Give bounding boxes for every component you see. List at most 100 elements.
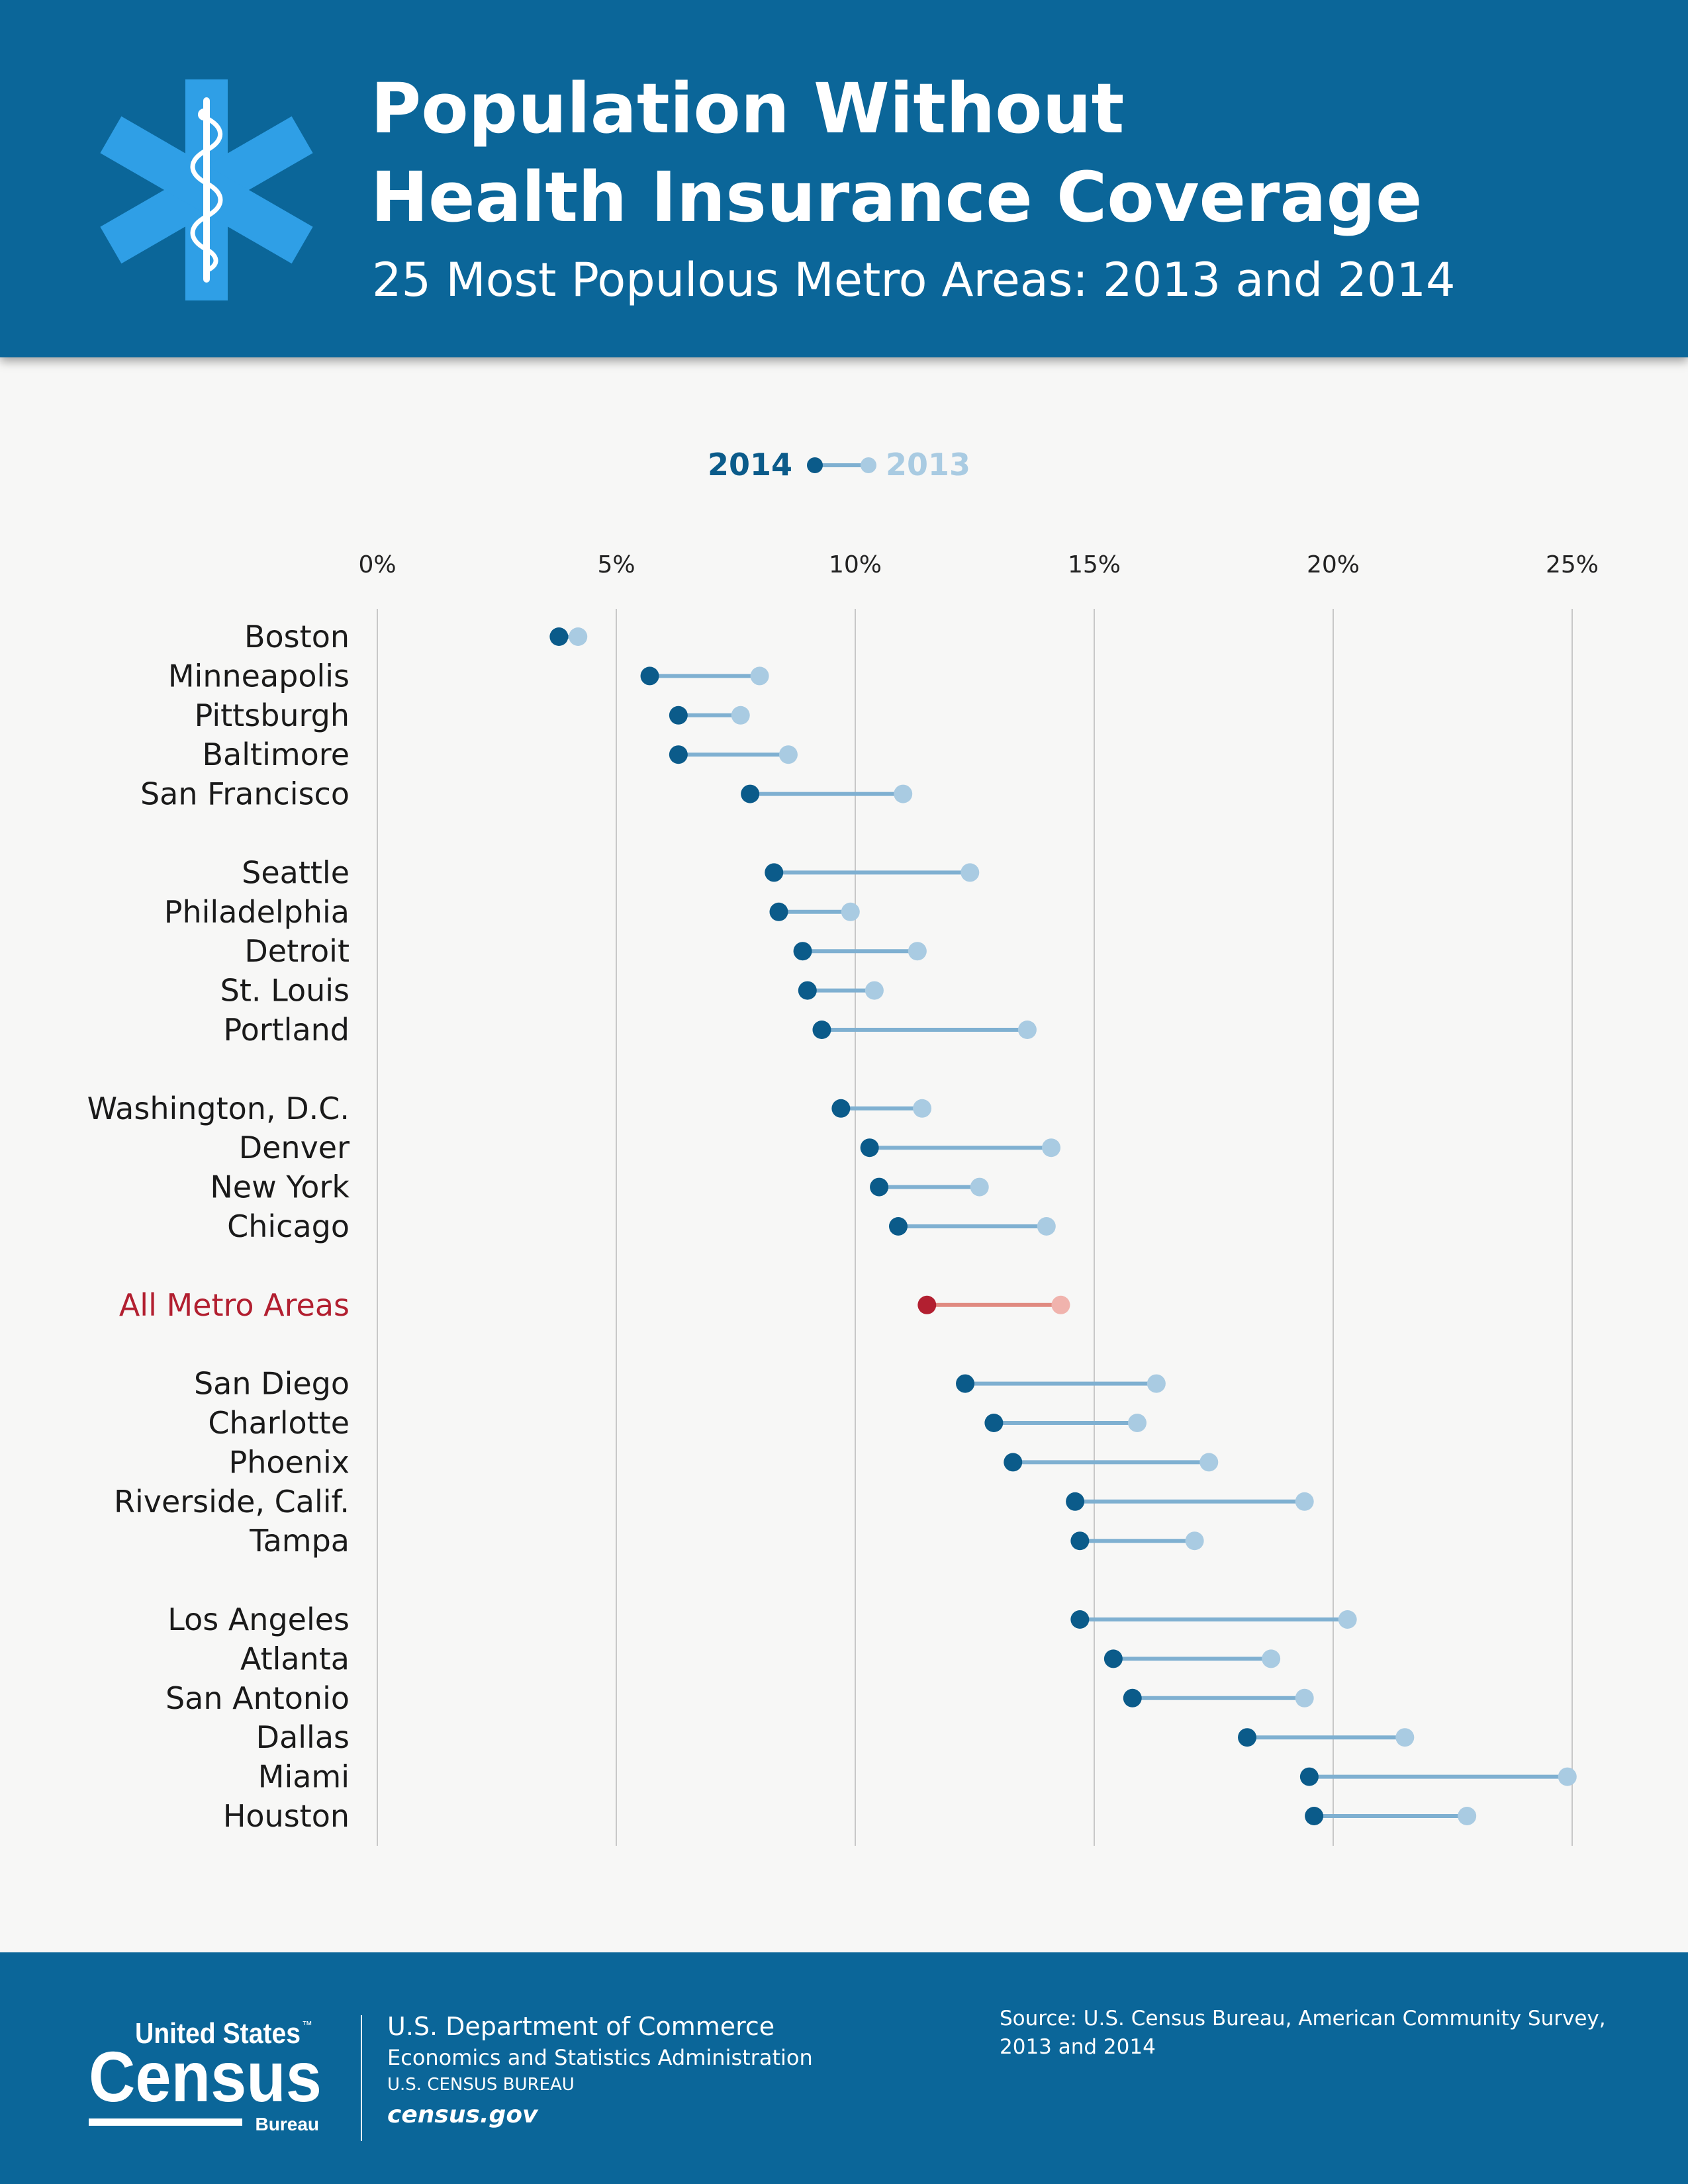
dot-2013 <box>894 784 913 803</box>
dot-2013 <box>1051 1295 1070 1314</box>
category-label: Miami <box>258 1759 350 1795</box>
census-bureau-logo[interactable]: United States ™ Census Bureau <box>86 2009 331 2141</box>
dot-2014 <box>1103 1649 1123 1668</box>
metro-row: Detroit <box>244 933 927 969</box>
dot-2014 <box>1070 1531 1090 1551</box>
dot-2014 <box>640 666 659 686</box>
logo-bureau: Bureau <box>256 2114 319 2134</box>
department-name: U.S. Department of Commerce <box>387 2012 775 2041</box>
dot-2013 <box>1147 1374 1166 1393</box>
category-label: Baltimore <box>203 737 350 772</box>
metro-row: Riverside, Calif. <box>114 1484 1314 1520</box>
gridlines <box>377 609 1573 1846</box>
page-subtitle: 25 Most Populous Metro Areas: 2013 and 2… <box>372 253 1456 307</box>
dot-2013 <box>1338 1610 1357 1629</box>
category-label: Minneapolis <box>168 658 350 694</box>
dot-2014 <box>669 705 688 725</box>
highlight-row: All Metro Areas <box>119 1287 1070 1323</box>
metro-row: Charlotte <box>208 1405 1147 1441</box>
x-tick-label: 25% <box>1546 551 1599 578</box>
dot-2013 <box>1185 1531 1204 1551</box>
category-label: Seattle <box>242 854 350 890</box>
metro-row: San Antonio <box>165 1680 1314 1716</box>
dot-2014 <box>1299 1767 1319 1786</box>
logo-united-states: United States <box>135 2017 301 2050</box>
dumbbell-chart: 2014 2013 0% 5% 10% 15% 20% 25% BostonMinneap… <box>87 447 1599 1846</box>
bureau-name: U.S. CENSUS BUREAU <box>387 2075 575 2095</box>
metro-row: Baltimore <box>203 737 798 772</box>
page-title-line-1: Population Without <box>371 68 1125 149</box>
footer: United States ™ Census Bureau U.S. Depar… <box>0 1952 1688 2184</box>
metro-row: Pittsburgh <box>195 698 750 733</box>
metro-row: Portland <box>223 1012 1037 1048</box>
metro-row: Houston <box>223 1798 1477 1834</box>
dot-2014 <box>831 1099 851 1118</box>
metro-row: Dallas <box>256 1719 1415 1755</box>
dot-2013 <box>908 942 927 961</box>
category-label: Washington, D.C. <box>87 1091 350 1126</box>
dot-2013 <box>1037 1217 1056 1236</box>
dot-2013 <box>731 705 750 725</box>
x-tick-label: 0% <box>358 551 396 578</box>
source-note-line-2: 2013 and 2014 <box>1000 2035 1156 2059</box>
x-tick-label: 5% <box>597 551 635 578</box>
category-label: Tampa <box>249 1523 350 1559</box>
dot-2014 <box>888 1217 908 1236</box>
category-label: Houston <box>223 1798 350 1834</box>
metro-row: Boston <box>244 619 588 655</box>
legend: 2014 2013 <box>708 447 970 482</box>
category-label: St. Louis <box>220 973 350 1009</box>
category-label: Boston <box>244 619 350 655</box>
dot-2013 <box>961 863 980 882</box>
census-gov-link[interactable]: census.gov <box>387 2101 538 2128</box>
metro-row: Los Angeles <box>167 1602 1357 1637</box>
header-banner: Population Without Health Insurance Cove… <box>0 0 1688 357</box>
footer-divider <box>361 2015 362 2141</box>
star-of-life-icon <box>100 79 313 300</box>
dot-2013 <box>913 1099 932 1118</box>
legend-label-2013: 2013 <box>886 447 970 482</box>
dot-2013 <box>1458 1807 1477 1825</box>
category-label: San Francisco <box>140 776 350 812</box>
legend-dot-2013 <box>861 457 876 473</box>
metro-row: Miami <box>258 1759 1577 1795</box>
source-note-line-1: Source: U.S. Census Bureau, American Com… <box>1000 2007 1606 2030</box>
metro-row: Tampa <box>249 1523 1204 1559</box>
metro-row: Atlanta <box>240 1641 1281 1676</box>
category-label: Dallas <box>256 1719 350 1755</box>
dot-2014 <box>798 981 817 1000</box>
dot-2013 <box>750 666 769 686</box>
dot-2013 <box>1199 1453 1219 1472</box>
legend-dot-2014 <box>807 457 823 473</box>
administration-name: Economics and Statistics Administration <box>387 2045 813 2070</box>
x-axis-ticks: 0% 5% 10% 15% 20% 25% <box>358 551 1599 578</box>
dot-2013 <box>778 745 798 764</box>
x-tick-label: 20% <box>1307 551 1360 578</box>
metro-row: St. Louis <box>220 973 884 1009</box>
page-title-line-2: Health Insurance Coverage <box>371 157 1423 238</box>
logo-underline <box>89 2118 242 2126</box>
category-label: Los Angeles <box>167 1602 350 1637</box>
metro-row: Seattle <box>242 854 980 890</box>
dot-2014 <box>769 902 788 921</box>
metro-row: San Diego <box>194 1366 1166 1402</box>
metro-row: Minneapolis <box>168 658 769 694</box>
metro-row: Chicago <box>227 1208 1056 1244</box>
metro-row: New York <box>210 1169 989 1205</box>
dot-2013 <box>970 1177 989 1197</box>
metro-row: Denver <box>239 1130 1061 1165</box>
dot-2014 <box>1123 1688 1142 1707</box>
category-label: Chicago <box>227 1208 350 1244</box>
metro-row: Philadelphia <box>164 894 860 930</box>
category-label: New York <box>210 1169 350 1205</box>
dot-2013 <box>841 902 860 921</box>
dot-2014 <box>765 863 784 882</box>
category-label: Denver <box>239 1130 350 1165</box>
metro-row: Washington, D.C. <box>87 1091 932 1126</box>
dot-2013 <box>1395 1728 1415 1747</box>
dot-2014 <box>1004 1453 1023 1472</box>
dot-2014 <box>870 1177 889 1197</box>
metro-row: Phoenix <box>229 1444 1219 1480</box>
dot-2013 <box>1295 1492 1314 1511</box>
dot-2013 <box>1042 1138 1061 1158</box>
